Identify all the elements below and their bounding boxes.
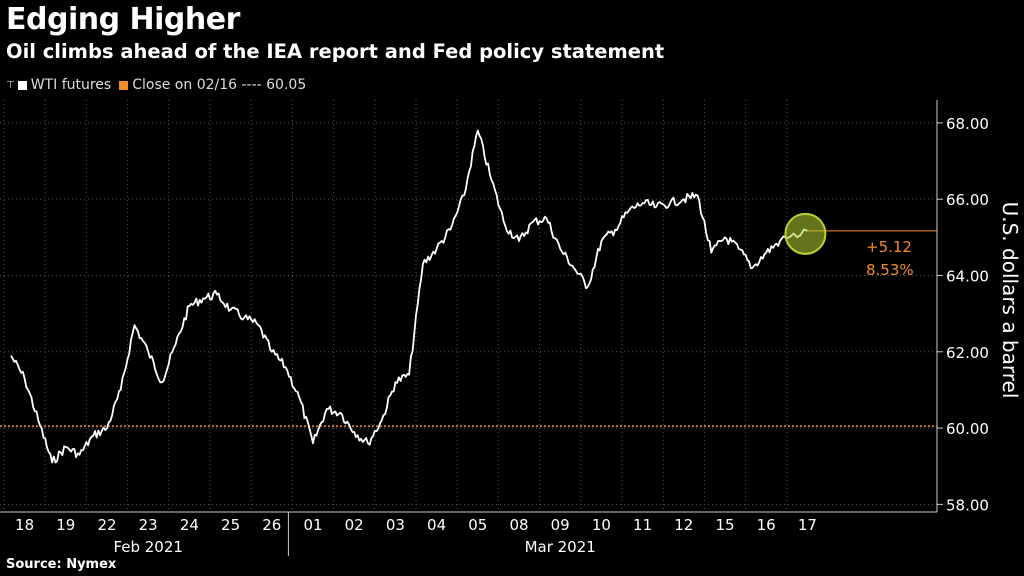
y-tick-label: 60.00 [946, 420, 989, 438]
x-tick-label: 01 [303, 516, 322, 534]
x-tick-label: 15 [715, 516, 734, 534]
legend-label-close: Close on 02/16 ---- 60.05 [132, 77, 307, 93]
x-tick-label: 03 [386, 516, 405, 534]
x-tick-label: 12 [674, 516, 693, 534]
x-tick-label: 19 [56, 516, 75, 534]
x-tick-label: 04 [427, 516, 446, 534]
y-tick-label: 64.00 [946, 267, 989, 285]
legend-swatch-orange [119, 80, 129, 90]
x-tick-label: 18 [15, 516, 34, 534]
y-tick-label: 68.00 [946, 115, 989, 133]
x-axis: 18 19 22 23 24 25 26 01 02 03 04 05 08 09 10 11 12 15 16 17… [0, 511, 937, 556]
y-tick-label: 58.00 [946, 496, 989, 514]
annotation-percent: 8.53% [866, 261, 914, 279]
x-month-label-feb: Feb 2021 [113, 538, 183, 556]
legend-label-wti: WTI futures [30, 77, 112, 93]
source-note: Source: Nymex [6, 557, 117, 572]
x-tick-label: 24 [180, 516, 199, 534]
x-tick-label: 11 [633, 516, 652, 534]
chart-title: Edging Higher [6, 2, 240, 37]
legend-item-close: Close on 02/16 ---- 60.05 [119, 77, 306, 93]
chart-subtitle: Oil climbs ahead of the IEA report and F… [6, 40, 665, 63]
x-tick-label: 10 [592, 516, 611, 534]
series-line-wti [10, 129, 808, 464]
highlight-circle [784, 212, 827, 255]
annotation-change: +5.12 [866, 238, 912, 256]
pin-icon: ⊤ [6, 79, 15, 91]
x-tick-label: 26 [262, 516, 281, 534]
x-tick-label: 08 [509, 516, 528, 534]
x-tick-label: 09 [551, 516, 570, 534]
legend-item-wti: ⊤ WTI futures [6, 77, 111, 93]
x-tick-label: 25 [221, 516, 240, 534]
y-axis: 58.00 60.00 62.00 64.00 66.00 68.00 [936, 100, 989, 514]
x-tick-label: 17 [798, 516, 817, 534]
legend: ⊤ WTI futures Close on 02/16 ---- 60.05 [6, 77, 314, 93]
x-tick-label: 05 [468, 516, 487, 534]
x-month-label-mar: Mar 2021 [525, 538, 596, 556]
x-tick-label: 22 [97, 516, 116, 534]
x-tick-label: 02 [345, 516, 364, 534]
annotation-group [784, 212, 937, 255]
x-tick-label: 16 [757, 516, 776, 534]
x-tick-label: 23 [139, 516, 158, 534]
y-tick-label: 62.00 [946, 344, 989, 362]
series-group [10, 129, 808, 464]
gridlines [0, 100, 937, 512]
y-axis-label: U.S. dollars a barrel [998, 202, 1022, 399]
legend-swatch-white [17, 80, 27, 90]
y-tick-label: 66.00 [946, 191, 989, 209]
